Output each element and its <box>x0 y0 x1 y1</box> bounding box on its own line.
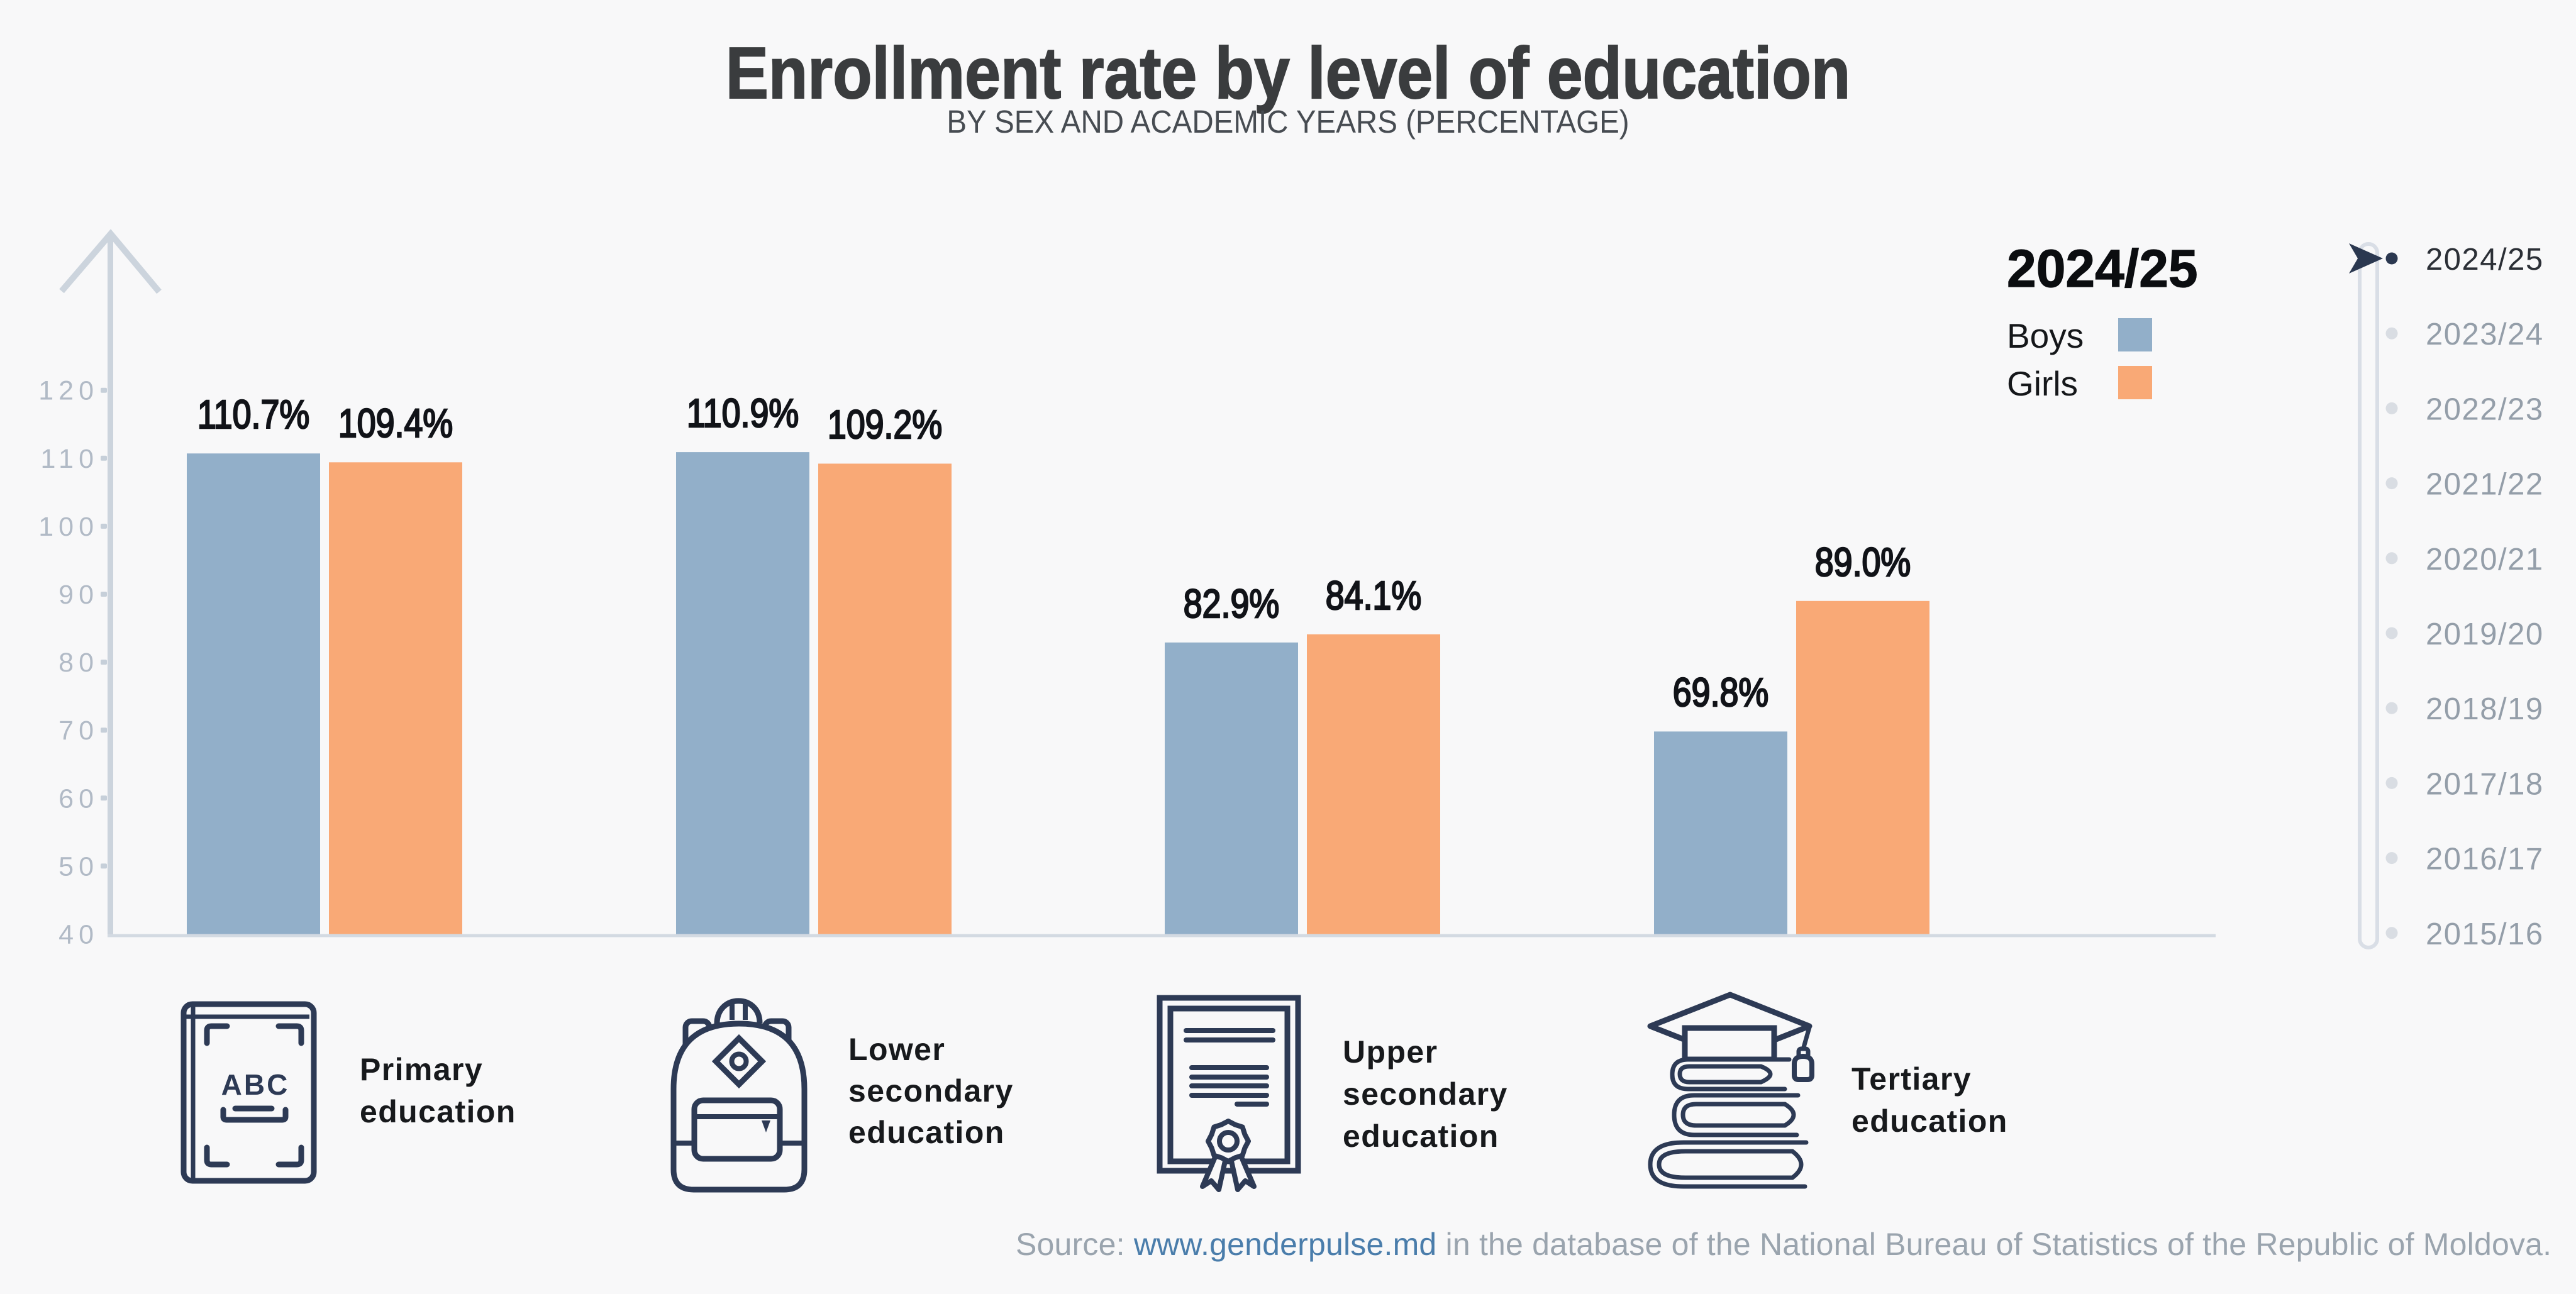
svg-text:Lower: Lower <box>848 1032 945 1067</box>
svg-text:84.1%: 84.1% <box>1326 573 1421 619</box>
svg-text:89.0%: 89.0% <box>1815 539 1911 585</box>
svg-text:Primary: Primary <box>360 1052 483 1087</box>
svg-text:Tertiary: Tertiary <box>1852 1061 1972 1097</box>
svg-text:Girls: Girls <box>2007 364 2078 403</box>
svg-text:BY SEX AND ACADEMIC YEARS (PER: BY SEX AND ACADEMIC YEARS (PERCENTAGE) <box>947 104 1629 140</box>
svg-text:2022/23: 2022/23 <box>2426 392 2544 426</box>
svg-text:50: 50 <box>58 851 99 882</box>
svg-text:Enrollment rate by level of ed: Enrollment rate by level of education <box>726 33 1851 114</box>
svg-text:education: education <box>1852 1103 2008 1139</box>
svg-text:110.9%: 110.9% <box>687 390 799 436</box>
svg-text:Source: www.genderpulse.md in: Source: www.genderpulse.md in the databa… <box>1016 1227 2551 1262</box>
svg-text:2018/19: 2018/19 <box>2426 692 2544 726</box>
svg-text:110.7%: 110.7% <box>197 392 309 438</box>
svg-text:2020/21: 2020/21 <box>2426 543 2544 577</box>
svg-text:2015/16: 2015/16 <box>2426 917 2544 951</box>
svg-text:secondary: secondary <box>848 1073 1014 1109</box>
svg-text:2024/25: 2024/25 <box>2426 243 2544 277</box>
svg-text:60: 60 <box>58 783 99 814</box>
svg-text:2017/18: 2017/18 <box>2426 767 2544 801</box>
svg-text:110: 110 <box>40 444 99 474</box>
svg-text:education: education <box>360 1094 516 1129</box>
svg-text:ABC: ABC <box>221 1068 290 1101</box>
svg-text:80: 80 <box>58 648 99 678</box>
svg-text:2024/25: 2024/25 <box>2007 239 2198 298</box>
svg-text:Upper: Upper <box>1343 1034 1438 1070</box>
svg-text:69.8%: 69.8% <box>1673 670 1768 716</box>
svg-text:70: 70 <box>58 716 99 746</box>
svg-text:education: education <box>848 1115 1005 1150</box>
svg-text:100: 100 <box>38 512 99 542</box>
svg-text:40: 40 <box>58 920 99 950</box>
svg-text:109.2%: 109.2% <box>828 402 942 448</box>
svg-text:109.4%: 109.4% <box>338 401 453 446</box>
svg-text:2021/22: 2021/22 <box>2426 468 2544 502</box>
svg-text:82.9%: 82.9% <box>1184 581 1279 627</box>
svg-text:2016/17: 2016/17 <box>2426 843 2544 876</box>
svg-text:Boys: Boys <box>2007 316 2084 355</box>
svg-text:2023/24: 2023/24 <box>2426 318 2544 351</box>
svg-text:secondary: secondary <box>1343 1076 1508 1112</box>
svg-text:120: 120 <box>38 376 99 406</box>
svg-text:2019/20: 2019/20 <box>2426 617 2544 651</box>
svg-text:90: 90 <box>58 580 99 610</box>
svg-text:education: education <box>1343 1119 1499 1154</box>
